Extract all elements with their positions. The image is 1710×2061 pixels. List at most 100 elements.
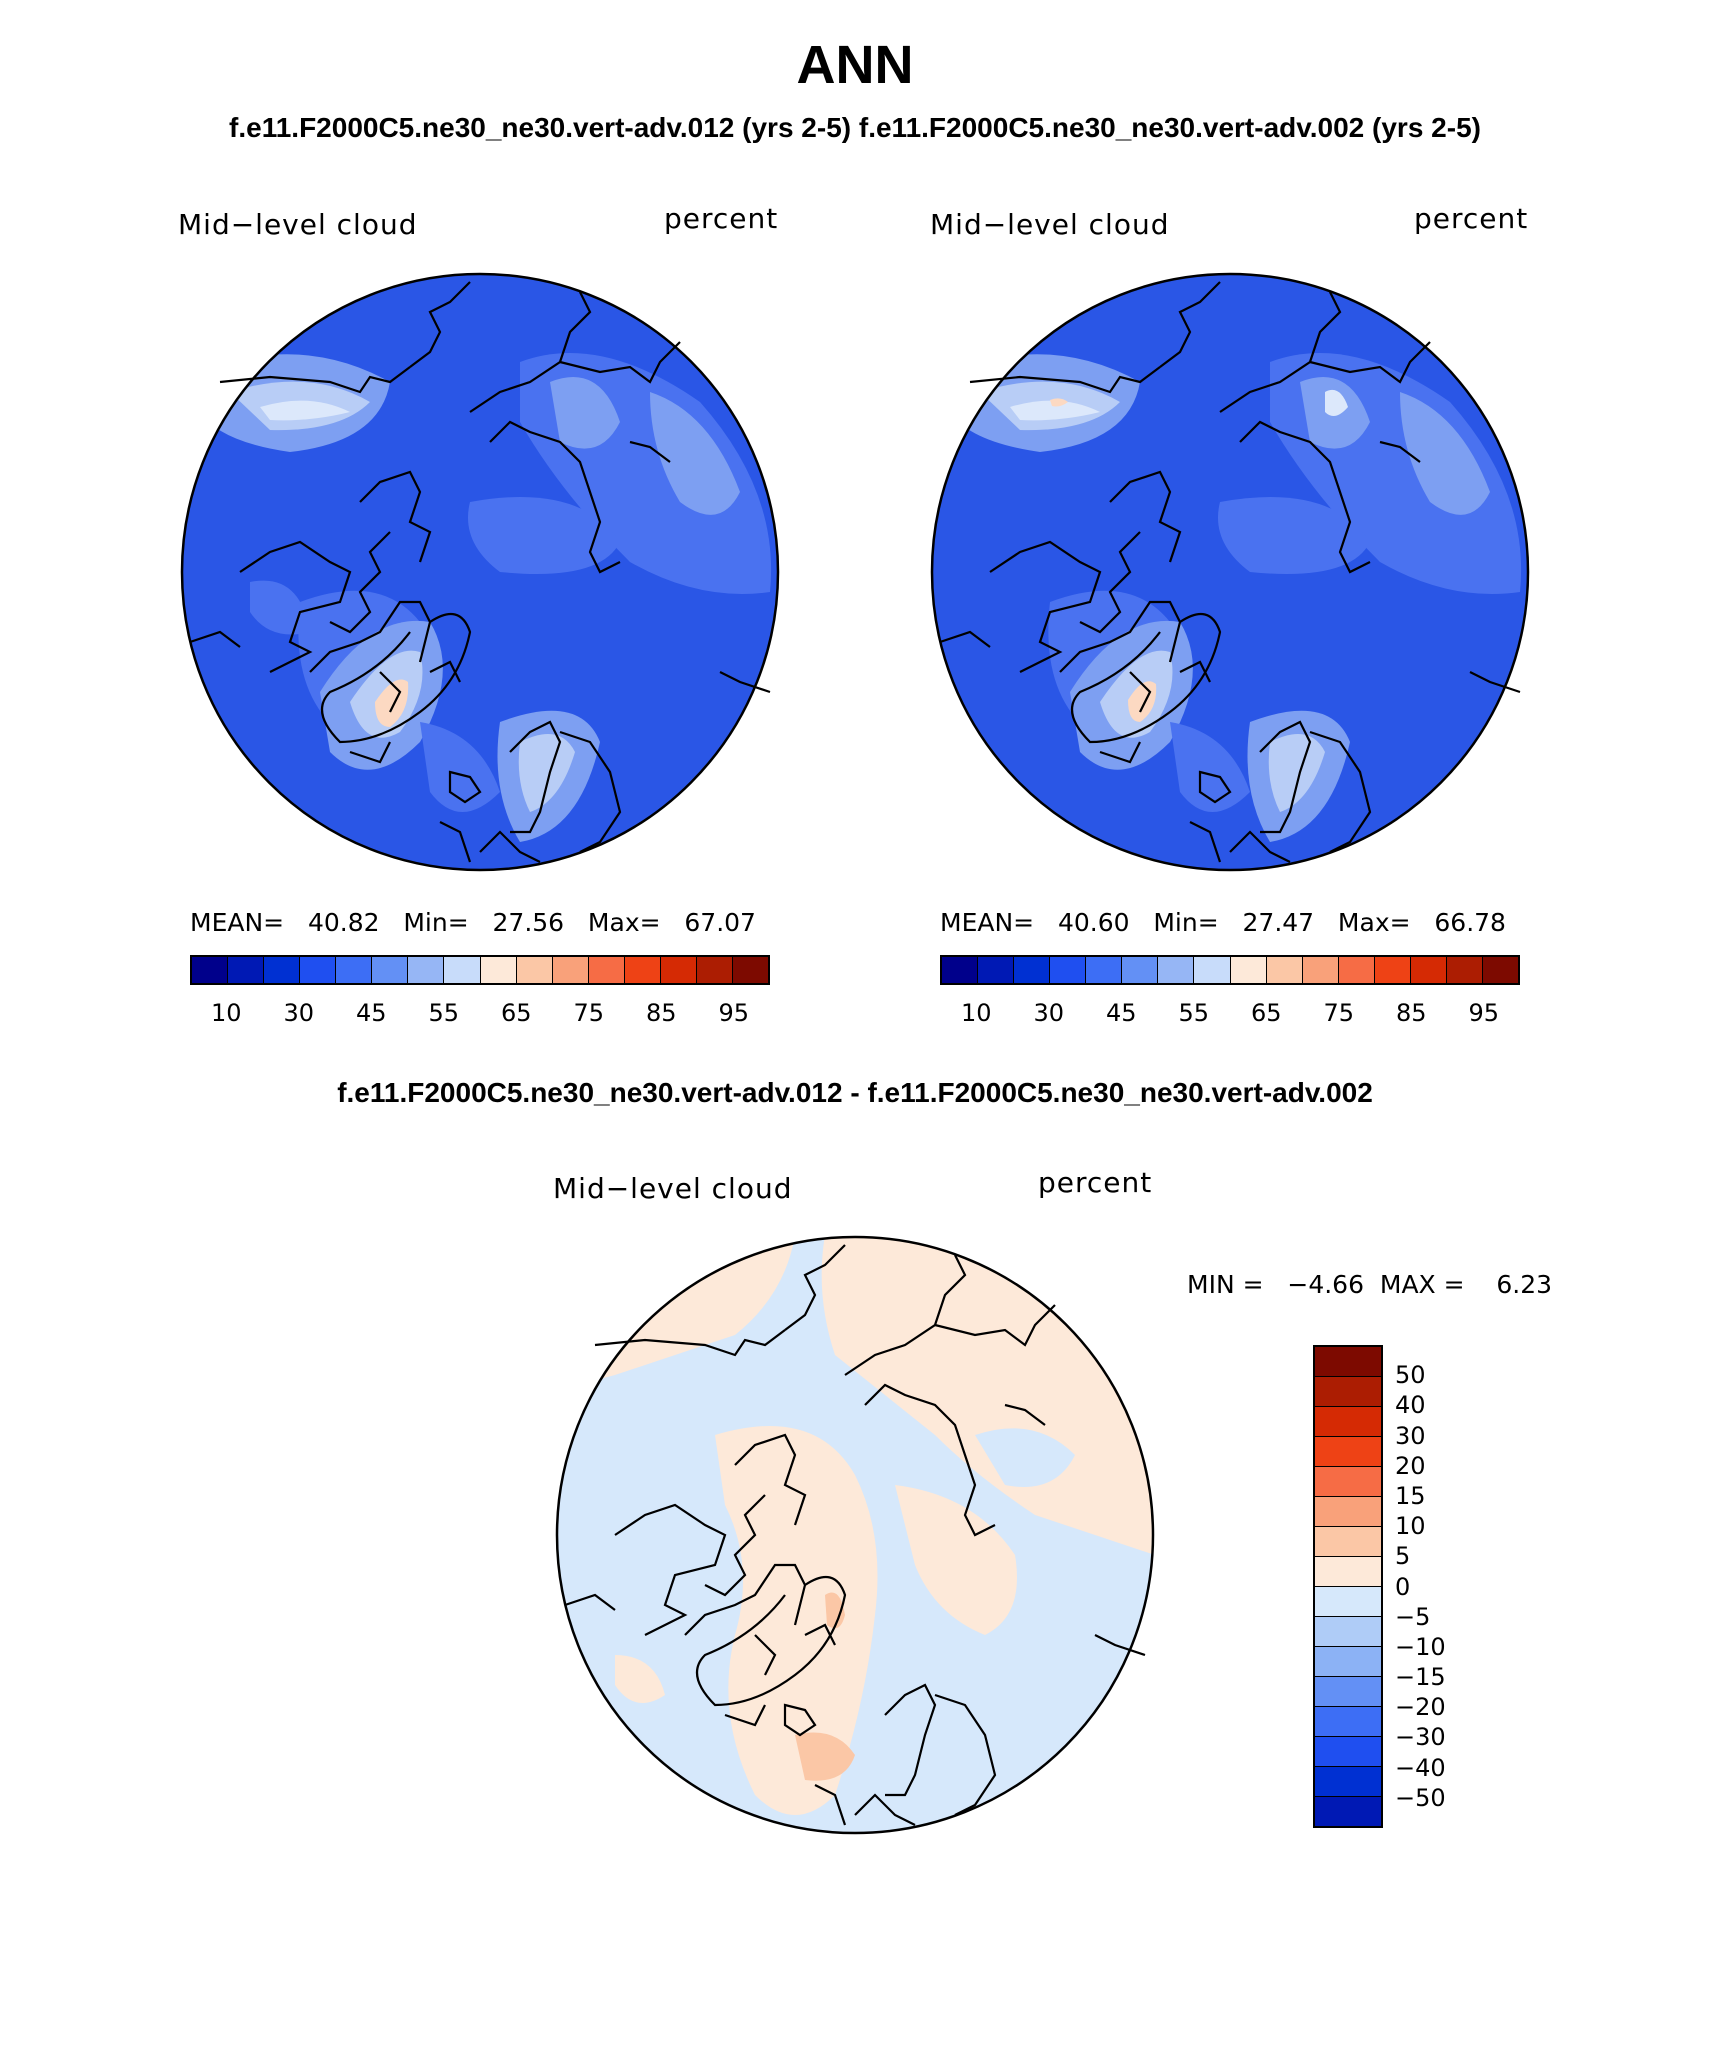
colorbar-swatch	[942, 957, 979, 983]
panel1-polar-map	[180, 272, 780, 872]
colorbar-tick-label: −15	[1395, 1663, 1446, 1692]
colorbar-swatch	[300, 957, 337, 983]
colorbar-swatch	[1482, 957, 1518, 983]
colorbar-swatch	[480, 957, 517, 983]
colorbar-tick-label: −5	[1395, 1602, 1431, 1631]
diff-field-contour	[975, 1428, 1075, 1487]
panel1-field-contour	[260, 400, 350, 421]
diff-polar-map	[555, 1235, 1155, 1835]
colorbar-tick-label: 10	[960, 999, 992, 1027]
colorbar-tick-label: 30	[1395, 1421, 1426, 1450]
diff-map-border	[555, 1235, 1155, 1835]
panel1-field-contour	[468, 497, 620, 574]
colorbar-swatch	[1315, 1677, 1381, 1707]
colorbar-swatch	[978, 957, 1015, 983]
colorbar-swatch	[1315, 1767, 1381, 1797]
colorbar-tick-label: 85	[645, 999, 677, 1027]
panel1-field-contour	[420, 722, 500, 812]
panel2-field-contour	[1268, 734, 1325, 812]
panel1-field-contour	[518, 734, 575, 812]
panel2-field-contour	[1400, 392, 1490, 515]
colorbar-swatch	[1315, 1347, 1381, 1377]
colorbar-swatch	[408, 957, 445, 983]
cases-subtitle: f.e11.F2000C5.ne30_ne30.vert-adv.012 (yr…	[229, 112, 1481, 143]
colorbar-tick-label: 55	[428, 999, 460, 1027]
panel1-field-contour	[650, 392, 740, 515]
panel2-coastlines	[939, 281, 1521, 863]
colorbar-tick-label: 30	[1033, 999, 1065, 1027]
colorbar-tick-label: 65	[500, 999, 532, 1027]
colorbar-swatch	[660, 957, 697, 983]
colorbar-swatch	[1315, 1707, 1381, 1737]
panel2-units-label: percent	[1414, 202, 1529, 235]
colorbar-tick-label: 55	[1178, 999, 1210, 1027]
colorbar-tick-label: −30	[1395, 1723, 1446, 1752]
diff-coastlines	[564, 1244, 1146, 1826]
colorbar-swatch	[1302, 957, 1339, 983]
panel2-variable-label: Mid−level cloud	[930, 208, 1170, 241]
panel2-field-contour	[1050, 398, 1068, 407]
colorbar-swatch	[1014, 957, 1051, 983]
colorbar-swatch	[1122, 957, 1159, 983]
colorbar-tick-label: 40	[1395, 1391, 1426, 1420]
colorbar-swatch	[1315, 1497, 1381, 1527]
colorbar-swatch	[1266, 957, 1303, 983]
colorbar-swatch	[1158, 957, 1195, 983]
colorbar-tick-label: −10	[1395, 1632, 1446, 1661]
panel2-field-contour	[1010, 400, 1100, 421]
colorbar-swatch	[1338, 957, 1375, 983]
colorbar-swatch	[1315, 1647, 1381, 1677]
colorbar-swatch	[1194, 957, 1231, 983]
colorbar-swatch	[1315, 1557, 1381, 1587]
panel1-colorbar	[190, 955, 770, 985]
panel2-field-contour	[1325, 389, 1348, 416]
colorbar-swatch	[264, 957, 301, 983]
panel2-field-contour	[1170, 722, 1250, 812]
panel1-field-contour	[550, 377, 620, 449]
colorbar-swatch	[1315, 1377, 1381, 1407]
colorbar-tick-label: 10	[1395, 1512, 1426, 1541]
panel2-polar-map	[930, 272, 1530, 872]
diff-variable-label: Mid−level cloud	[553, 1172, 793, 1205]
colorbar-swatch	[696, 957, 733, 983]
colorbar-tick-label: 95	[1468, 999, 1500, 1027]
colorbar-swatch	[1230, 957, 1267, 983]
colorbar-tick-label: 95	[718, 999, 750, 1027]
panel1-variable-label: Mid−level cloud	[178, 208, 418, 241]
colorbar-swatch	[336, 957, 373, 983]
diff-field-contour	[615, 1655, 665, 1703]
colorbar-tick-label: 85	[1395, 999, 1427, 1027]
colorbar-tick-label: 75	[1323, 999, 1355, 1027]
colorbar-swatch	[1446, 957, 1483, 983]
colorbar-tick-label: 50	[1395, 1361, 1426, 1390]
colorbar-swatch	[1315, 1587, 1381, 1617]
colorbar-swatch	[1315, 1797, 1381, 1826]
colorbar-tick-label: −20	[1395, 1693, 1446, 1722]
panel2-stats: MEAN= 40.60 Min= 27.47 Max= 66.78	[940, 908, 1506, 937]
colorbar-swatch	[1315, 1617, 1381, 1647]
colorbar-swatch	[1315, 1737, 1381, 1767]
colorbar-tick-label: 0	[1395, 1572, 1411, 1601]
panel1-units-label: percent	[664, 202, 779, 235]
colorbar-swatch	[1086, 957, 1123, 983]
colorbar-tick-label: 65	[1250, 999, 1282, 1027]
colorbar-swatch	[588, 957, 625, 983]
colorbar-swatch	[552, 957, 589, 983]
colorbar-tick-label: 45	[355, 999, 387, 1027]
diff-field-contour	[895, 1485, 1017, 1635]
diff-units-label: percent	[1038, 1166, 1153, 1199]
panel2-map-border	[930, 272, 1530, 872]
colorbar-swatch	[1315, 1407, 1381, 1437]
colorbar-swatch	[1315, 1437, 1381, 1467]
colorbar-tick-label: 15	[1395, 1481, 1426, 1510]
diff-field-contour	[825, 1592, 845, 1629]
colorbar-tick-label: 20	[1395, 1451, 1426, 1480]
colorbar-swatch	[1410, 957, 1447, 983]
colorbar-tick-label: 10	[210, 999, 242, 1027]
panel1-field-contour	[250, 580, 310, 635]
page-title: ANN	[796, 35, 914, 95]
colorbar-swatch	[192, 957, 229, 983]
colorbar-swatch	[1315, 1467, 1381, 1497]
colorbar-tick-label: 75	[573, 999, 605, 1027]
colorbar-tick-label: 45	[1105, 999, 1137, 1027]
